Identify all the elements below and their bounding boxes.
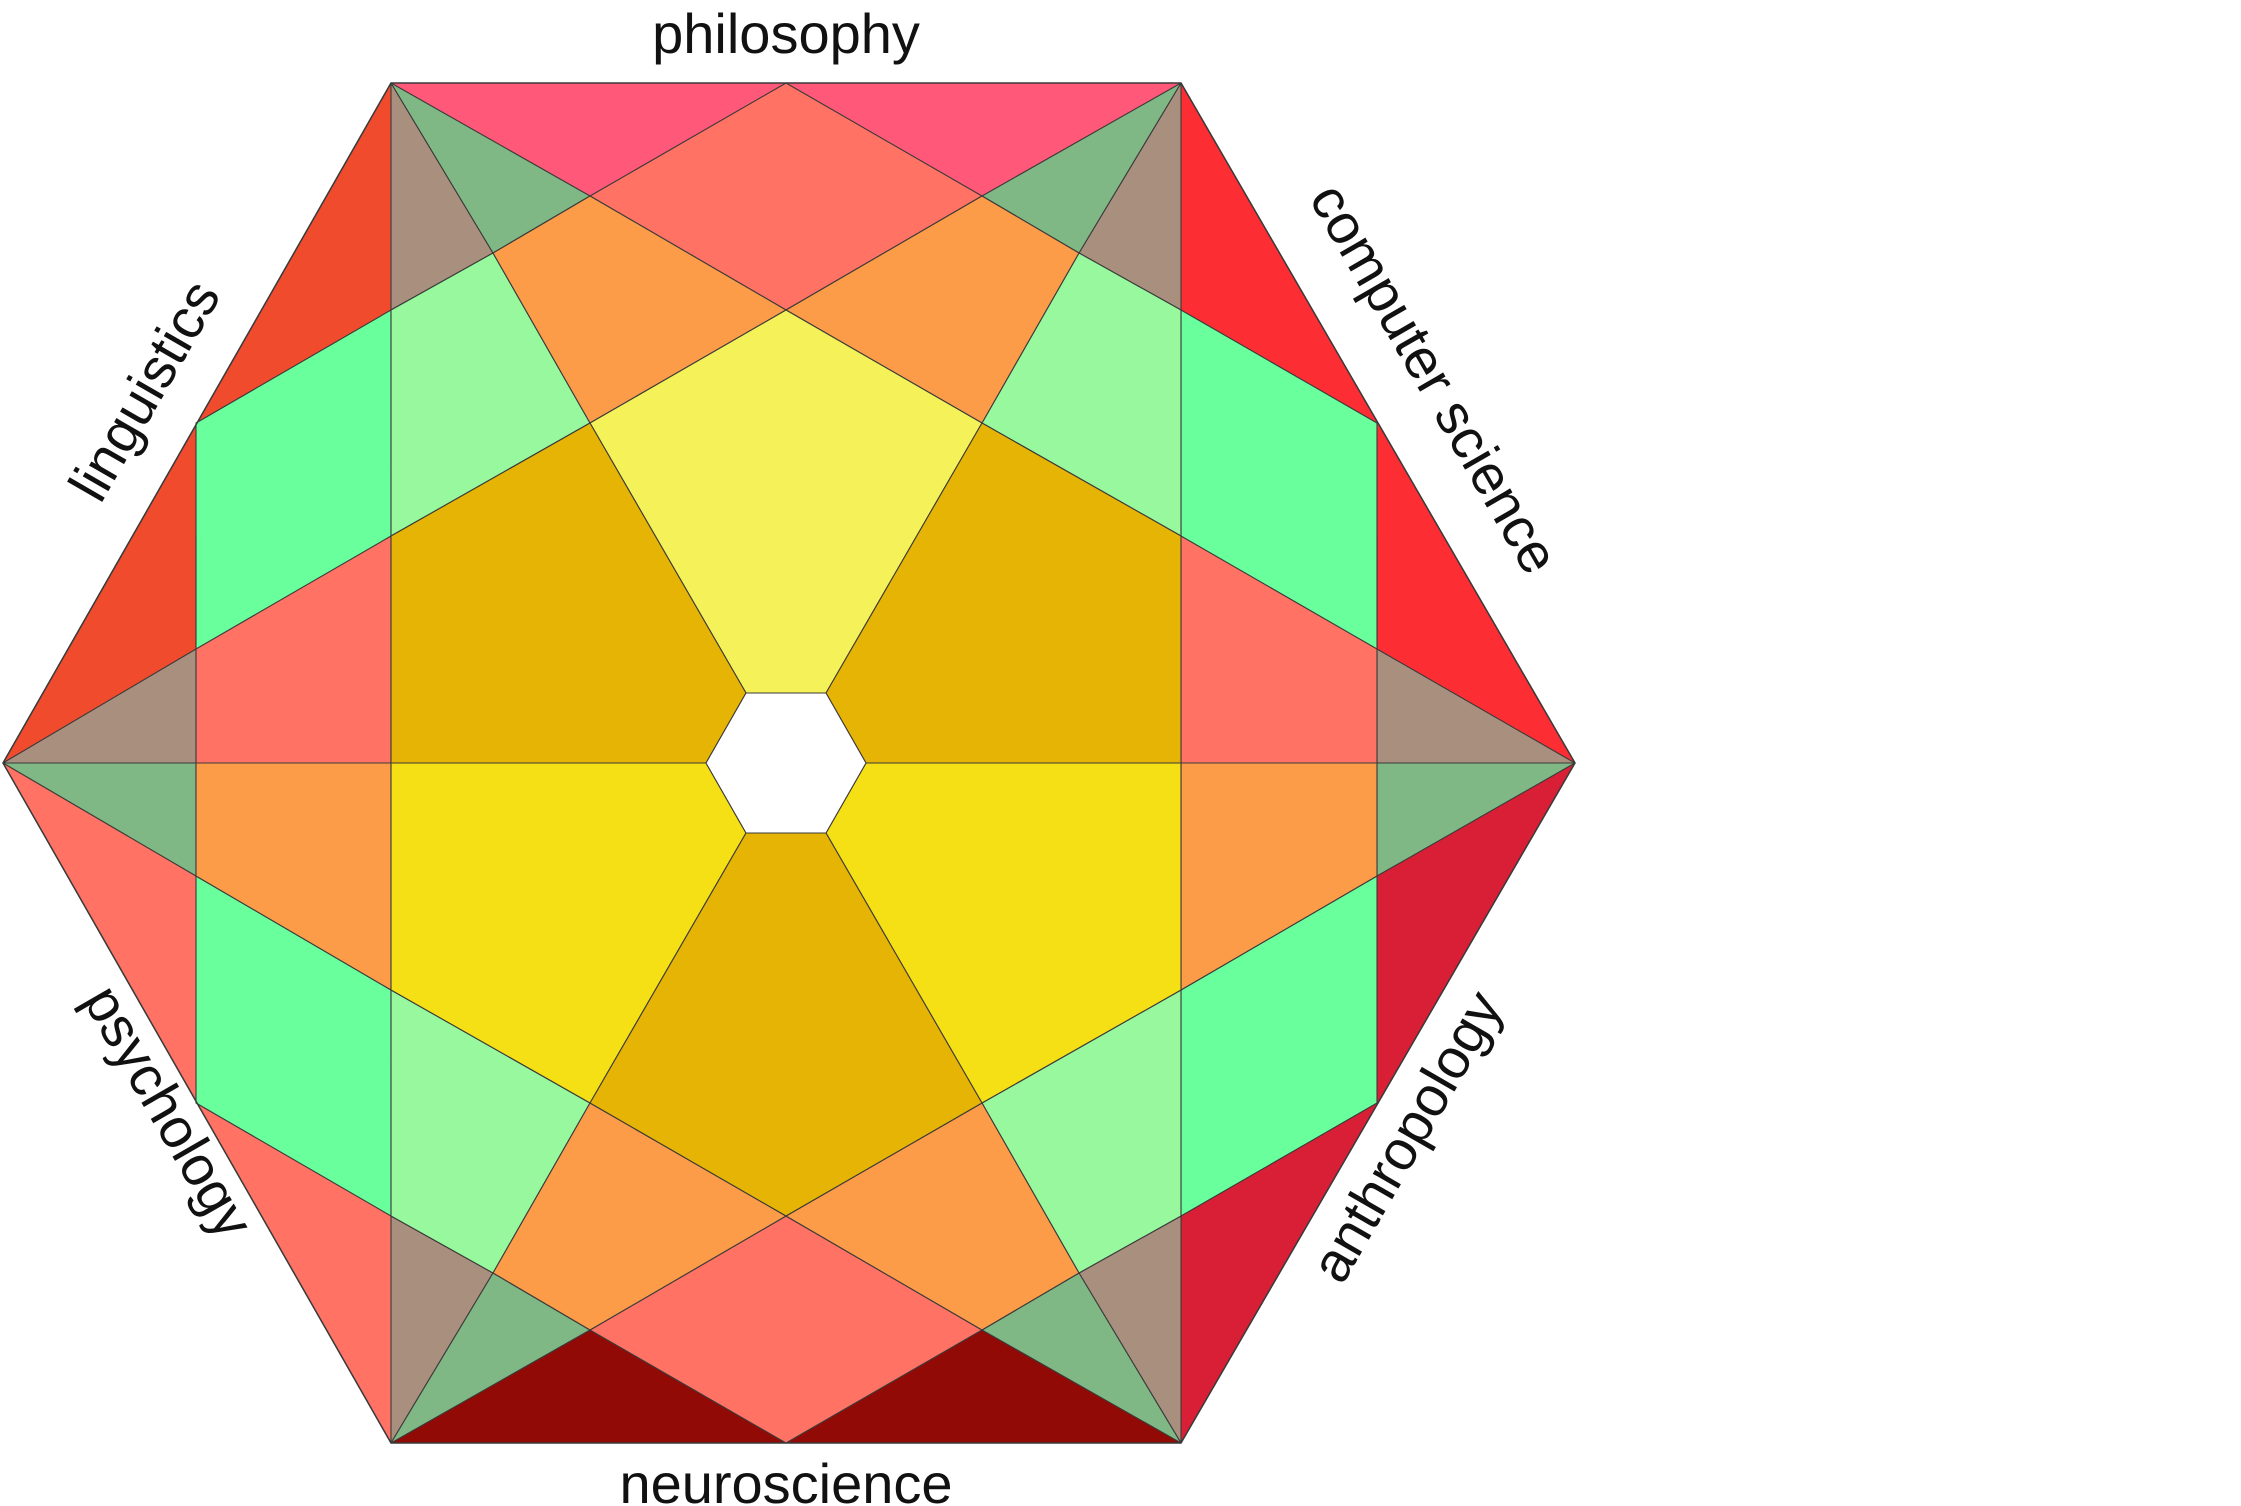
center-hexagon (705, 692, 867, 834)
hexagon-facets (2, 82, 1576, 1444)
label-philosophy: philosophy (652, 2, 920, 65)
gold-facet (589, 832, 983, 1217)
hexagon-outline (2, 82, 1576, 1444)
label-neuroscience: neuroscience (619, 1452, 952, 1506)
